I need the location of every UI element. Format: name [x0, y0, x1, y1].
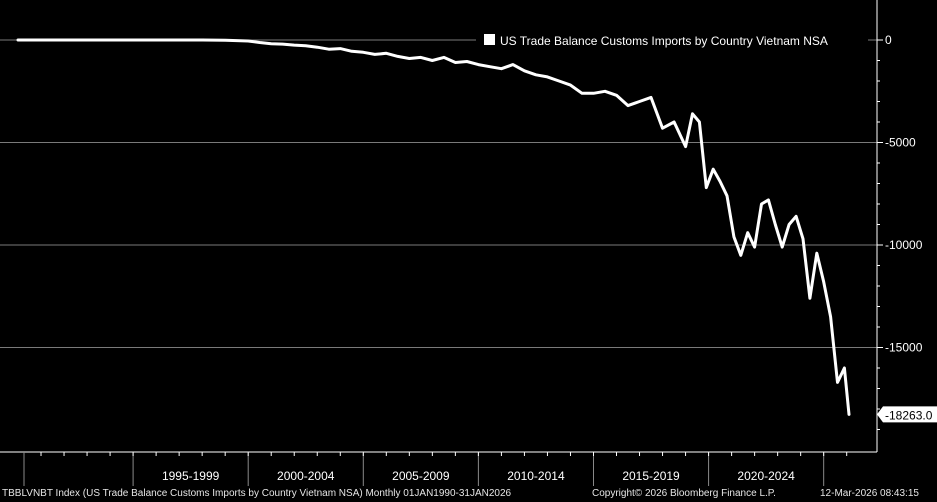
legend-label: US Trade Balance Customs Imports by Coun… [500, 34, 828, 48]
footer-timestamp: 12-Mar-2026 08:43:15 [820, 488, 919, 499]
x-tick-label-5: 2020-2024 [737, 469, 795, 483]
x-tick-label-4: 2015-2019 [622, 469, 680, 483]
x-axis: 1995-1999 2000-2004 2005-2009 2010-2014 2015… [0, 451, 877, 486]
legend: US Trade Balance Customs Imports by Coun… [476, 27, 868, 53]
legend-box [476, 27, 868, 53]
x-tick-label-2: 2005-2009 [392, 469, 450, 483]
last-value-group: -18263.0 [877, 406, 937, 423]
y-tick-label-2: -10000 [885, 238, 923, 252]
series-line-0 [16, 38, 851, 416]
last-value-label: -18263.0 [885, 408, 933, 422]
y-tick-label-3: -15000 [885, 341, 923, 355]
y-tick-label-0: 0 [885, 33, 892, 47]
last-value-box [877, 406, 937, 423]
x-tick-label-1: 2000-2004 [277, 469, 335, 483]
y-axis: 0 -5000 -10000 -15000 [876, 0, 923, 452]
footer: TBBLVNBT Index (US Trade Balance Customs… [0, 486, 937, 502]
legend-swatch [484, 34, 495, 45]
grid-lines [0, 39, 877, 348]
line-chart: 1995-1999 2000-2004 2005-2009 2010-2014 2015… [0, 0, 937, 486]
y-tick-label-1: -5000 [885, 136, 916, 150]
x-tick-label-3: 2010-2014 [507, 469, 565, 483]
x-tick-label-0: 1995-1999 [162, 469, 220, 483]
footer-copyright: Copyright© 2026 Bloomberg Finance L.P. [592, 488, 776, 499]
footer-index-info: TBBLVNBT Index (US Trade Balance Customs… [2, 488, 512, 499]
series-group [16, 38, 851, 416]
